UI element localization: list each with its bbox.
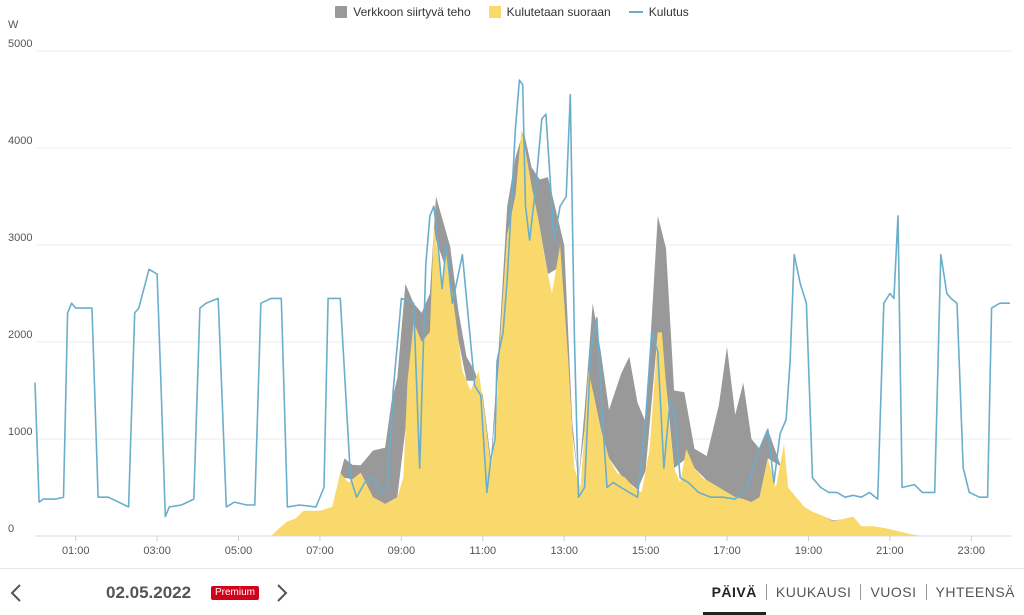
y-tick-label: 5000 bbox=[8, 38, 32, 50]
premium-badge: Premium bbox=[211, 586, 260, 600]
y-tick-label: 0 bbox=[8, 523, 14, 535]
legend-swatch-direct-use bbox=[488, 6, 501, 18]
chevron-left-icon bbox=[10, 584, 21, 602]
legend-label-consumption: Kulutus bbox=[648, 5, 689, 19]
x-tick-label: 23:00 bbox=[958, 545, 986, 557]
x-tick-label: 01:00 bbox=[62, 545, 90, 557]
legend-label-grid-feed: Verkkoon siirtyvä teho bbox=[353, 5, 471, 19]
series-layer bbox=[34, 79, 1010, 536]
x-tick-label: 11:00 bbox=[469, 545, 496, 557]
y-tick-label: 2000 bbox=[8, 329, 32, 341]
legend-label-direct-use: Kulutetaan suoraan bbox=[506, 5, 611, 19]
tab-separator bbox=[765, 584, 767, 600]
y-tick-label: 1000 bbox=[8, 426, 32, 438]
series-consumption-line bbox=[34, 79, 1010, 518]
x-tick-label: 19:00 bbox=[795, 545, 823, 557]
y-axis-unit-label: W bbox=[8, 19, 19, 31]
x-tick-label: 07:00 bbox=[306, 545, 334, 557]
x-tick-label: 17:00 bbox=[713, 545, 741, 557]
tab-day[interactable]: PÄIVÄ bbox=[702, 569, 767, 615]
legend-swatch-grid-feed bbox=[335, 6, 348, 18]
tab-year[interactable]: VUOSI bbox=[870, 584, 917, 600]
x-tick-label: 05:00 bbox=[225, 545, 253, 557]
x-tick-label: 09:00 bbox=[388, 545, 416, 557]
tab-separator bbox=[925, 584, 927, 600]
series-grid-feed-area bbox=[338, 130, 841, 522]
x-tick-label: 21:00 bbox=[876, 545, 904, 557]
legend-swatch-consumption bbox=[628, 11, 643, 13]
current-date: 02.05.2022 bbox=[106, 583, 192, 602]
chart-legend: Verkkoon siirtyvä teho Kulutetaan suoraa… bbox=[0, 4, 1024, 20]
period-tabs: PÄIVÄ KUUKAUSI VUOSI YHTEENSÄ bbox=[702, 569, 1024, 615]
legend-item-consumption[interactable]: Kulutus bbox=[628, 5, 689, 19]
tab-month[interactable]: KUUKAUSI bbox=[775, 584, 852, 600]
chevron-right-icon bbox=[277, 584, 288, 602]
next-day-button[interactable] bbox=[272, 581, 292, 605]
x-axis-ticks: 01:00 03:00 05:00 07:00 09:00 11:00 13:00 15:00… bbox=[62, 536, 985, 557]
previous-day-button[interactable] bbox=[6, 581, 26, 605]
x-tick-label: 03:00 bbox=[143, 545, 171, 557]
x-tick-label: 15:00 bbox=[632, 545, 660, 557]
y-tick-label: 3000 bbox=[8, 232, 32, 244]
tab-total[interactable]: YHTEENSÄ bbox=[935, 584, 1015, 600]
y-axis-ticks: 0 1000 2000 3000 4000 5000 bbox=[8, 38, 32, 535]
legend-item-grid-feed[interactable]: Verkkoon siirtyvä teho bbox=[335, 5, 471, 19]
legend-item-direct-use[interactable]: Kulutetaan suoraan bbox=[488, 5, 611, 19]
x-tick-label: 13:00 bbox=[550, 545, 578, 557]
tab-separator bbox=[860, 584, 862, 600]
series-direct-use-area bbox=[271, 128, 923, 536]
y-tick-label: 4000 bbox=[8, 135, 32, 147]
date-navigation-bar: 02.05.2022 Premium PÄIVÄ KUUKAUSI VUOSI … bbox=[0, 568, 1024, 615]
